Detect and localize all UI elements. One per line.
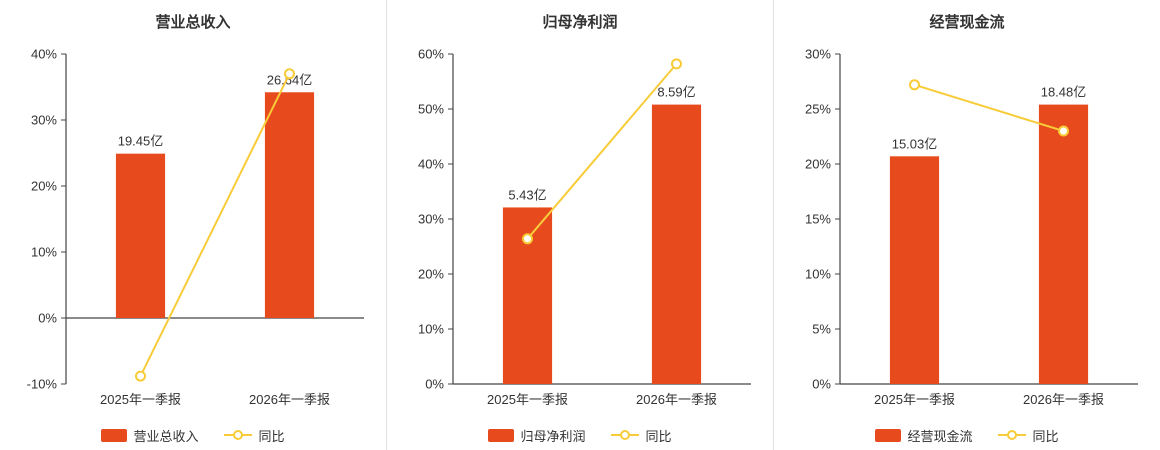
legend-net-profit: 归母净利润 同比 bbox=[387, 420, 773, 450]
legend-item-bar[interactable]: 经营现金流 bbox=[875, 426, 973, 445]
bar-value-label: 8.59亿 bbox=[657, 85, 695, 100]
bar-legend-swatch bbox=[875, 428, 902, 442]
legend-revenue: 营业总收入 同比 bbox=[0, 420, 386, 450]
y-tick-label: 20% bbox=[31, 179, 57, 194]
bar-value-label: 5.43亿 bbox=[508, 187, 546, 202]
revenue-plot: -10% 0% 10% 20% 30% 40% 19.45亿 2025年一季报 26.64亿 20… bbox=[27, 47, 364, 407]
yoy-marker bbox=[671, 58, 682, 70]
chart-panel-revenue: 营业总收入 -10% 0% 10% 20% 30% 40% 19.45亿 2025年一季报 26… bbox=[0, 0, 386, 450]
line-legend-marker-icon bbox=[223, 430, 252, 440]
yoy-line bbox=[139, 73, 291, 377]
bar bbox=[115, 153, 166, 318]
category-label: 2025年一季报 bbox=[487, 392, 568, 407]
bar bbox=[1038, 104, 1089, 384]
yoy-marker bbox=[522, 233, 533, 245]
yoy-marker bbox=[135, 370, 146, 382]
y-tick-label: 50% bbox=[418, 102, 444, 117]
bar bbox=[264, 92, 315, 318]
yoy-marker bbox=[1058, 125, 1069, 137]
y-tick-label: 60% bbox=[418, 47, 444, 62]
bar-legend-swatch bbox=[488, 428, 515, 442]
bar bbox=[651, 104, 702, 384]
cash-flow-plot: 0% 5% 10% 15% 20% 25% 30% 15.03亿 2025年一季报 18.48亿 2… bbox=[805, 47, 1138, 407]
bar-legend-label: 营业总收入 bbox=[133, 428, 199, 444]
chart-panel-cash-flow: 经营现金流 0% 5% 10% 15% 20% 25% 30% 15.03亿 2025年一季报 1… bbox=[773, 0, 1160, 450]
legend-item-bar[interactable]: 归母净利润 bbox=[488, 426, 586, 445]
legend-item-line[interactable]: 同比 bbox=[997, 426, 1059, 445]
y-tick-label: 30% bbox=[418, 212, 444, 227]
yoy-line bbox=[914, 83, 1064, 132]
y-tick-label: -10% bbox=[27, 377, 58, 392]
bar-legend-label: 归母净利润 bbox=[520, 428, 586, 444]
y-tick-label: 40% bbox=[418, 157, 444, 172]
bar-value-label: 19.45亿 bbox=[118, 134, 164, 149]
y-tick-label: 10% bbox=[31, 245, 57, 260]
y-tick-label: 20% bbox=[418, 267, 444, 282]
y-tick-label: 0% bbox=[425, 377, 444, 392]
bar-value-label: 18.48亿 bbox=[1041, 85, 1087, 100]
yoy-marker bbox=[909, 79, 920, 91]
line-legend-marker-icon bbox=[610, 430, 639, 440]
yoy-marker bbox=[284, 68, 295, 80]
y-tick-label: 10% bbox=[418, 322, 444, 337]
category-label: 2026年一季报 bbox=[636, 392, 717, 407]
line-legend-label: 同比 bbox=[1032, 428, 1059, 444]
y-tick-label: 0% bbox=[38, 311, 57, 326]
category-label: 2026年一季报 bbox=[1023, 392, 1104, 407]
line-legend-label: 同比 bbox=[645, 428, 672, 444]
chart-panel-net-profit: 归母净利润 0% 10% 20% 30% 40% 50% 60% 5.43亿 2025年一季报 8… bbox=[386, 0, 773, 450]
bar-legend-label: 经营现金流 bbox=[907, 428, 973, 444]
legend-item-bar[interactable]: 营业总收入 bbox=[101, 426, 199, 445]
chart-title-cash-flow: 经营现金流 bbox=[929, 14, 1005, 31]
legend-item-line[interactable]: 同比 bbox=[223, 426, 285, 445]
bar bbox=[889, 156, 940, 384]
y-tick-label: 0% bbox=[812, 377, 831, 392]
legend-cash-flow: 经营现金流 同比 bbox=[774, 420, 1160, 450]
y-tick-label: 10% bbox=[805, 267, 831, 282]
bar-value-label: 26.64亿 bbox=[267, 72, 313, 87]
y-tick-label: 20% bbox=[805, 157, 831, 172]
legend-item-line[interactable]: 同比 bbox=[610, 426, 672, 445]
line-legend-marker-icon bbox=[997, 430, 1026, 440]
y-tick-label: 30% bbox=[31, 113, 57, 128]
y-tick-label: 5% bbox=[812, 322, 831, 337]
y-tick-label: 30% bbox=[805, 47, 831, 62]
y-tick-label: 25% bbox=[805, 102, 831, 117]
y-tick-label: 40% bbox=[31, 47, 57, 62]
chart-title-net-profit: 归母净利润 bbox=[542, 14, 618, 31]
category-label: 2025年一季报 bbox=[874, 392, 955, 407]
y-tick-label: 15% bbox=[805, 212, 831, 227]
bar-value-label: 15.03亿 bbox=[892, 136, 938, 151]
category-label: 2025年一季报 bbox=[100, 392, 181, 407]
net-profit-plot: 0% 10% 20% 30% 40% 50% 60% 5.43亿 2025年一季报 8.59亿 20… bbox=[418, 47, 751, 407]
bar-legend-swatch bbox=[101, 428, 128, 442]
yoy-line bbox=[526, 63, 678, 240]
category-label: 2026年一季报 bbox=[249, 392, 330, 407]
line-legend-label: 同比 bbox=[258, 428, 285, 444]
chart-title-revenue: 营业总收入 bbox=[155, 14, 231, 31]
